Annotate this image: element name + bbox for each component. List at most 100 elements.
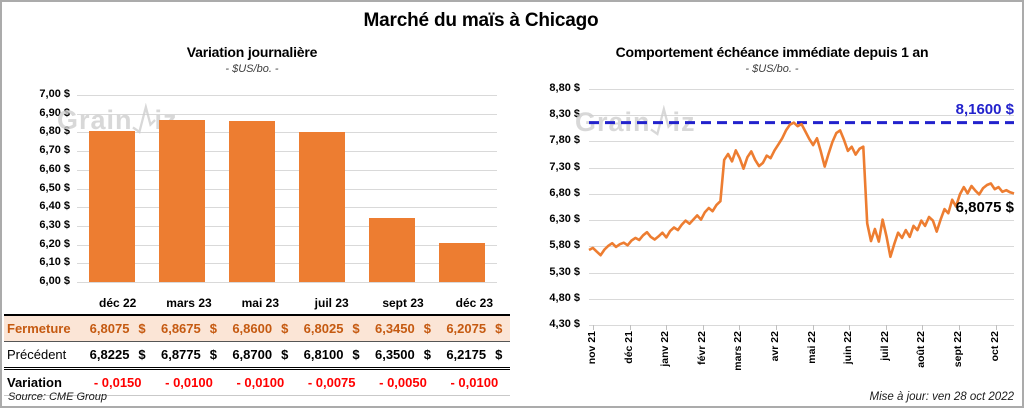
y-axis-label: 6,70 $	[39, 144, 70, 157]
y-axis-label: 6,10 $	[39, 256, 70, 269]
cell-value: 6,8100	[303, 347, 344, 362]
line-chart-plot: Grain iz 8,1600 $ 6,8075 $	[575, 89, 1015, 326]
y-axis-label: 6,20 $	[39, 237, 70, 250]
y-axis-label: 6,30 $	[549, 213, 580, 226]
gridline	[77, 263, 497, 265]
x-axis-tick	[739, 325, 740, 330]
table-column-header: juil 23	[314, 295, 349, 310]
x-axis-label: janv 22	[659, 331, 671, 367]
cell-currency: $	[423, 321, 431, 336]
table-cell: 6,8600 $	[224, 314, 296, 341]
y-axis-label: 5,80 $	[549, 239, 580, 252]
gridline	[589, 272, 1014, 274]
table-cell: 6,8675 $	[153, 314, 225, 341]
cell-value: 6,3500	[374, 347, 415, 362]
cell-value: 6,8600	[232, 321, 273, 336]
watermark-text: iz	[672, 106, 696, 137]
gridline	[589, 246, 1014, 248]
cell-value: 6,8075	[89, 321, 130, 336]
y-axis-label: 6,80 $	[549, 186, 580, 199]
table-column-header: mai 23	[241, 295, 279, 310]
bar-chart-title: Variation journalière	[186, 44, 318, 60]
cell-value: - 0,0050	[379, 375, 427, 390]
table-column-header: déc 23	[455, 295, 493, 310]
cell-value: 6,8025	[303, 321, 344, 336]
y-axis-label: 5,30 $	[549, 265, 580, 278]
y-axis-label: 6,90 $	[39, 106, 70, 119]
gridline	[77, 113, 497, 115]
y-axis-label: 7,30 $	[549, 160, 580, 173]
last-price-label: 6,8075 $	[955, 199, 1014, 217]
cell-value: - 0,0150	[93, 375, 142, 390]
table-cell: 6,8025 $	[296, 314, 368, 341]
x-axis-tick	[886, 325, 887, 330]
reference-price-label: 8,1600 $	[955, 100, 1014, 118]
table-column-header: sept 23	[382, 295, 424, 310]
x-axis-label: sept 22	[952, 331, 964, 368]
gridline	[77, 188, 497, 190]
cell-currency: $	[495, 321, 503, 336]
table-corner-cell	[4, 291, 82, 314]
y-axis-label: 7,80 $	[549, 134, 580, 147]
gridline	[589, 325, 1014, 326]
gridline	[589, 89, 1014, 90]
x-axis-label: oct 22	[989, 331, 1001, 362]
gridline	[77, 132, 497, 134]
y-axis-label: 4,80 $	[549, 291, 580, 304]
table-cell: - 0,0100	[224, 367, 296, 396]
x-axis-tick	[630, 325, 631, 330]
cell-value: 6,3450	[374, 321, 415, 336]
cell-currency: $	[138, 347, 146, 362]
cell-currency: $	[138, 321, 146, 336]
page-title: Marché du maïs à Chicago	[363, 10, 599, 31]
bar-sept-23	[369, 217, 415, 282]
cell-value: 6,8675	[160, 321, 201, 336]
table-cell: 6,8075 $	[82, 314, 154, 341]
table-cell: - 0,0150	[82, 367, 154, 396]
x-axis-label: mars 22	[732, 331, 744, 371]
cell-value: - 0,0100	[165, 375, 213, 390]
x-axis-label: févr 22	[696, 331, 708, 365]
y-axis-label: 8,80 $	[549, 82, 580, 94]
gridline	[77, 244, 497, 246]
y-axis-label: 6,50 $	[39, 181, 70, 194]
x-axis-label: juin 22	[842, 331, 854, 365]
x-axis-tick	[776, 325, 777, 330]
source-note: Source: CME Group	[8, 391, 108, 403]
x-axis-label: nov 21	[586, 331, 598, 365]
gridline	[77, 282, 497, 283]
cell-currency: $	[423, 347, 431, 362]
table-row-label: Fermeture	[4, 314, 82, 341]
cell-value: 6,8700	[232, 347, 273, 362]
cell-value: 6,2075	[446, 321, 487, 336]
y-axis-label: 6,00 $	[39, 275, 70, 287]
line-chart-title: Comportement échéance immédiate depuis 1…	[615, 44, 929, 60]
bar-chart-y-axis: 7,00 $ 6,90 $ 6,80 $ 6,70 $ 6,60 $ 6,50 $ 6,40…	[2, 88, 70, 287]
table-column-header: déc 22	[98, 295, 137, 310]
table-cell: 6,8100 $	[296, 341, 368, 367]
table-cell: - 0,0100	[438, 367, 510, 396]
cell-value: 6,8225	[89, 347, 130, 362]
table-cell: - 0,0050	[367, 367, 439, 396]
bar-juil-23	[299, 131, 345, 282]
bar-déc-23	[439, 243, 485, 282]
table-cell: 6,2175 $	[438, 341, 510, 367]
table-row-label: Variation	[4, 367, 82, 396]
line-chart-y-axis: 8,80 $ 8,30 $ 7,80 $ 7,30 $ 6,80 $ 6,30 $ 5,80…	[522, 82, 580, 330]
cell-value: - 0,0075	[307, 375, 356, 390]
table-cell: - 0,0100	[153, 367, 225, 396]
cell-currency: $	[281, 321, 289, 336]
y-axis-label: 4,30 $	[549, 318, 580, 330]
line-chart-subtitle: - $US/bo. -	[745, 63, 799, 75]
cell-currency: $	[209, 347, 217, 362]
watermark-zigzag-icon	[131, 103, 156, 134]
table-cell: 6,8225 $	[82, 341, 154, 367]
price-line-svg	[588, 121, 1015, 259]
row-label-text: Variation	[7, 375, 62, 390]
gridline	[589, 193, 1014, 195]
table-cell: 6,8775 $	[153, 341, 225, 367]
table-cell: 6,8700 $	[224, 341, 296, 367]
table-cell: 6,3450 $	[367, 314, 439, 341]
